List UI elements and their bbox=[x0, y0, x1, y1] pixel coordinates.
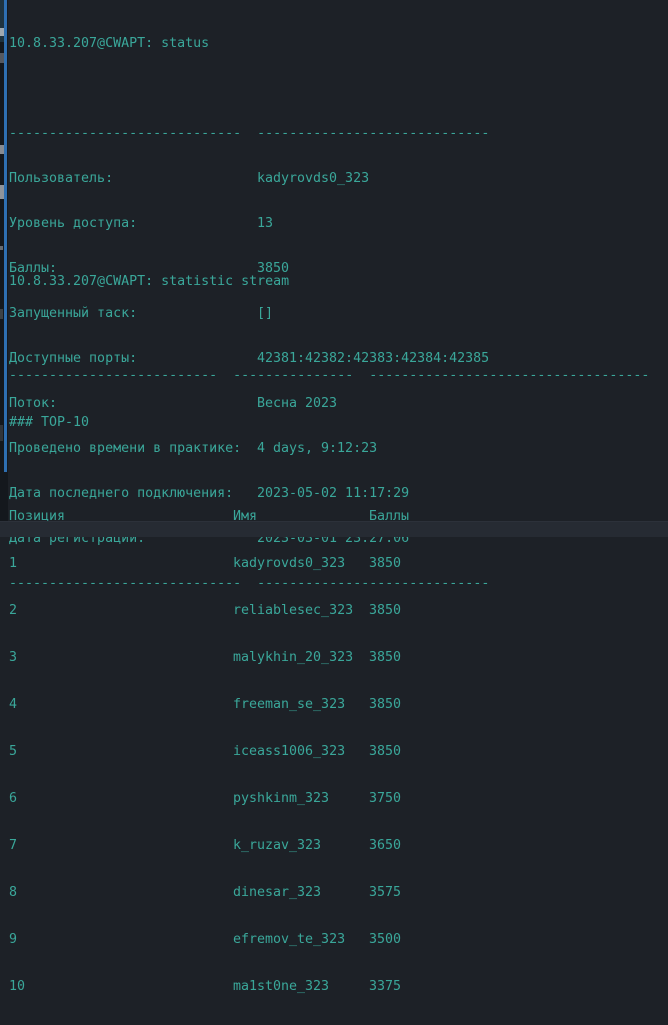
background-icon-fragment bbox=[0, 185, 4, 199]
cell-name: k_ruzav_323 bbox=[233, 838, 322, 853]
table-row: 9 efremov_te_323 3500 bbox=[9, 931, 649, 948]
cell-points: 3650 bbox=[369, 838, 402, 853]
separator-line: ----------------------------- ----------… bbox=[9, 126, 490, 141]
status-row: Поток: Весна 2023 bbox=[9, 396, 489, 411]
status-row-value: 4 days, 9:12:23 bbox=[257, 441, 378, 456]
cell-position: 6 bbox=[9, 791, 18, 806]
status-row: Дата последнего подключения: 2023-05-02 1… bbox=[9, 486, 489, 501]
blank-line bbox=[9, 81, 489, 96]
status-row: Доступные порты: 42381:42382:42383:42384:… bbox=[9, 351, 489, 366]
background-window-tint bbox=[0, 0, 4, 42]
cell-position: 2 bbox=[9, 603, 18, 618]
cell-points: 3575 bbox=[369, 885, 402, 900]
cell-name: kadyrovds0_323 bbox=[233, 556, 346, 571]
status-row: Проведено времени в практике: 4 days, 9:1… bbox=[9, 441, 489, 456]
status-row-label: Уровень доступа: bbox=[9, 216, 138, 231]
table-row: 5 iceass1006_323 3850 bbox=[9, 743, 649, 760]
table-header-row: Позиция Имя Баллы bbox=[9, 508, 649, 525]
table-row: 3 malykhin_20_323 3850 bbox=[9, 649, 649, 666]
cell-points: 3500 bbox=[369, 932, 402, 947]
cell-position: 1 bbox=[9, 556, 18, 571]
status-row-value: kadyrovds0_323 bbox=[257, 171, 370, 186]
table-row: 8 dinesar_323 3575 bbox=[9, 884, 649, 901]
status-row-value: 3850 bbox=[257, 261, 290, 276]
cell-name: reliablesec_323 bbox=[233, 603, 354, 618]
blank-line bbox=[9, 320, 649, 337]
status-row-value: 42381:42382:42383:42384:42385 bbox=[257, 351, 490, 366]
header-position: Позиция bbox=[9, 509, 66, 524]
status-row-value: Весна 2023 bbox=[257, 396, 338, 411]
active-pane-indicator-bar bbox=[4, 0, 7, 472]
status-row: Пользователь: kadyrovds0_323 bbox=[9, 171, 489, 186]
table-row: 10 ma1st0ne_323 3375 bbox=[9, 978, 649, 995]
header-points: Баллы bbox=[369, 509, 410, 524]
bottom-panel-edge bbox=[0, 521, 668, 537]
cell-position: 9 bbox=[9, 932, 18, 947]
cell-points: 3750 bbox=[369, 791, 402, 806]
status-row-value: 13 bbox=[257, 216, 274, 231]
status-row-label: Баллы: bbox=[9, 261, 58, 276]
background-icon-fragment bbox=[0, 246, 3, 250]
separator-line: -------------------------- -------------… bbox=[9, 368, 650, 383]
cell-position: 7 bbox=[9, 838, 18, 853]
cell-points: 3850 bbox=[369, 697, 402, 712]
status-row-value: 2023-05-02 11:17:29 bbox=[257, 486, 410, 501]
table-row: 4 freeman_se_323 3850 bbox=[9, 696, 649, 713]
cell-position: 4 bbox=[9, 697, 18, 712]
background-icon-fragment bbox=[0, 28, 4, 36]
blank-line bbox=[9, 461, 649, 478]
header-name: Имя bbox=[233, 509, 258, 524]
background-icon-fragment bbox=[0, 309, 3, 319]
status-row: Баллы: 3850 bbox=[9, 261, 489, 276]
status-row-label: Проведено времени в практике: bbox=[9, 441, 242, 456]
cell-position: 5 bbox=[9, 744, 18, 759]
cell-name: malykhin_20_323 bbox=[233, 650, 354, 665]
cell-name: ma1st0ne_323 bbox=[233, 979, 330, 994]
cell-position: 8 bbox=[9, 885, 18, 900]
cell-name: iceass1006_323 bbox=[233, 744, 346, 759]
terminal-screen[interactable]: 10.8.33.207@CWAPT: status --------------… bbox=[0, 0, 668, 994]
status-row-label: Запущенный таск: bbox=[9, 306, 138, 321]
status-row-label: Поток: bbox=[9, 396, 58, 411]
cell-position: 10 bbox=[9, 979, 26, 994]
cell-points: 3850 bbox=[369, 556, 402, 571]
command-prompt-status: 10.8.33.207@CWAPT: status bbox=[9, 36, 210, 51]
cell-points: 3375 bbox=[369, 979, 402, 994]
status-row-label: Доступные порты: bbox=[9, 351, 138, 366]
cell-name: dinesar_323 bbox=[233, 885, 322, 900]
table-row: 1 kadyrovds0_323 3850 bbox=[9, 555, 649, 572]
status-row-label: Дата последнего подключения: bbox=[9, 486, 234, 501]
status-row: Запущенный таск: [] bbox=[9, 306, 489, 321]
background-icon-fragment bbox=[0, 53, 4, 63]
cell-points: 3850 bbox=[369, 650, 402, 665]
status-row-label: Пользователь: bbox=[9, 171, 114, 186]
status-row: Уровень доступа: 13 bbox=[9, 216, 489, 231]
cell-points: 3850 bbox=[369, 603, 402, 618]
table-row: 2 reliablesec_323 3850 bbox=[9, 602, 649, 619]
background-icon-fragment bbox=[0, 145, 4, 154]
cell-points: 3850 bbox=[369, 744, 402, 759]
cell-name: efremov_te_323 bbox=[233, 932, 346, 947]
cell-name: freeman_se_323 bbox=[233, 697, 346, 712]
cell-position: 3 bbox=[9, 650, 18, 665]
background-icon-fragment bbox=[0, 425, 3, 441]
top10-heading: ### TOP-10 bbox=[9, 415, 90, 430]
status-row-value: [] bbox=[257, 306, 274, 321]
table-row: 7 k_ruzav_323 3650 bbox=[9, 837, 649, 854]
table-row: 6 pyshkinm_323 3750 bbox=[9, 790, 649, 807]
cell-name: pyshkinm_323 bbox=[233, 791, 330, 806]
statistic-stream-output-block: 10.8.33.207@CWAPT: statistic stream ----… bbox=[9, 243, 649, 1025]
command-prompt-statistic-stream: 10.8.33.207@CWAPT: statistic stream bbox=[9, 274, 290, 289]
